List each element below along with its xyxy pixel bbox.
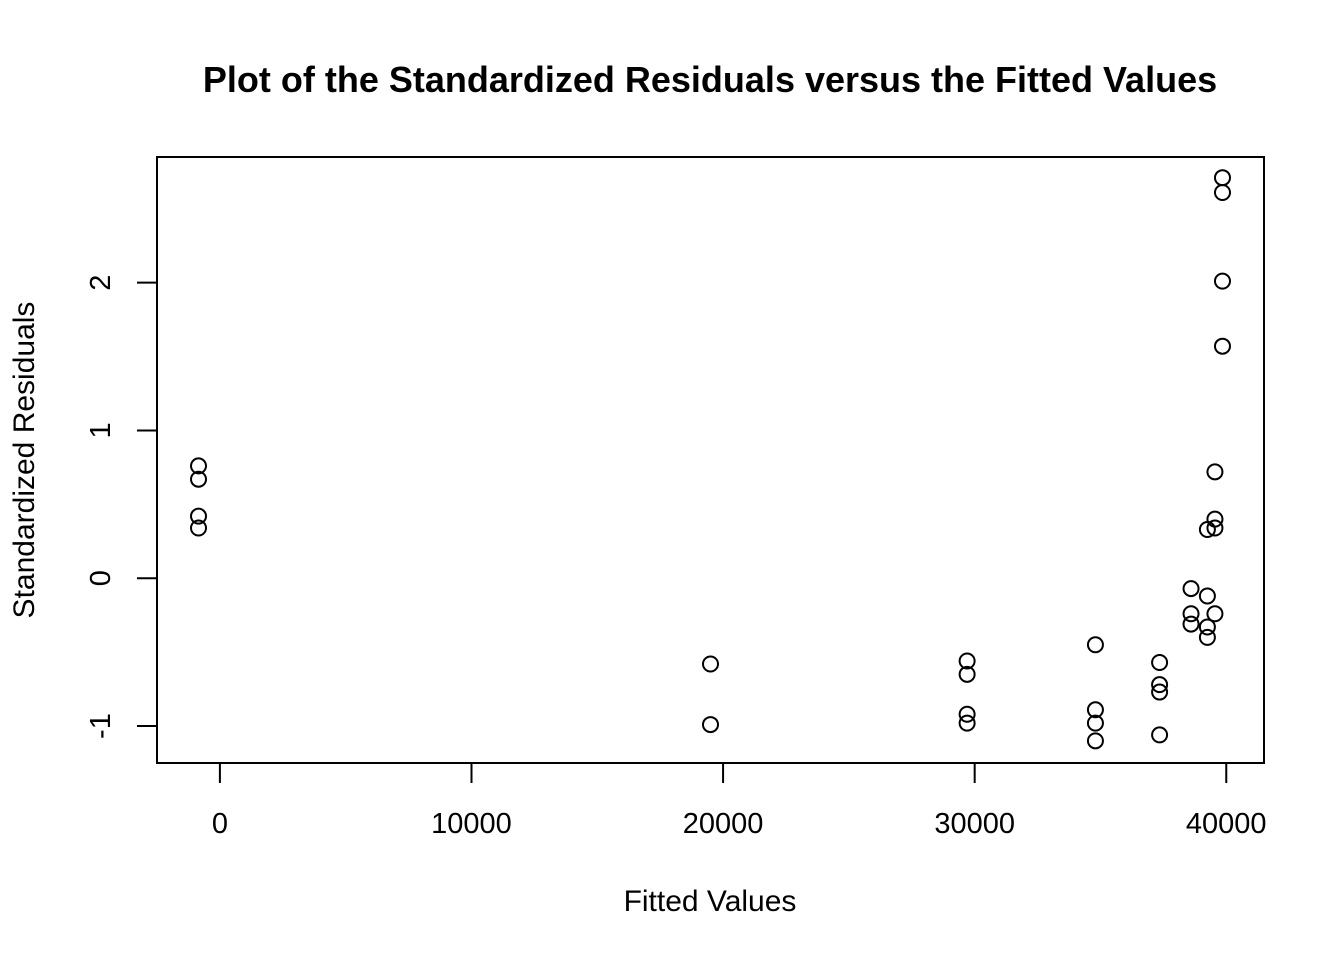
y-tick-label: -1 [85, 713, 117, 739]
chart-title: Plot of the Standardized Residuals versu… [203, 59, 1217, 100]
data-point [958, 665, 976, 683]
x-axis-label: Fitted Values [624, 885, 797, 918]
data-point [958, 705, 976, 723]
data-point [1182, 605, 1200, 623]
x-tick-label: 0 [212, 808, 228, 840]
data-point [702, 655, 719, 673]
x-tick-label: 20000 [683, 808, 764, 840]
data-point [1198, 628, 1216, 646]
data-point [190, 519, 208, 537]
data-point [1086, 732, 1104, 750]
x-axis: 0 10000 20000 30000 40000 [212, 762, 1267, 840]
data-point [190, 470, 208, 488]
data-point [190, 507, 208, 525]
y-tick-label: 2 [85, 275, 117, 291]
data-point [958, 652, 976, 670]
x-tick-label: 10000 [431, 808, 512, 840]
data-point [1213, 337, 1231, 355]
data-point [958, 714, 976, 732]
data-points [190, 169, 1231, 750]
data-point [1206, 605, 1224, 623]
data-point [1086, 714, 1104, 732]
data-point [1182, 615, 1200, 633]
data-point [1206, 463, 1224, 481]
data-point [1086, 701, 1104, 719]
y-tick-label: 1 [85, 422, 117, 438]
y-axis-label: Standardized Residuals [8, 302, 41, 619]
x-tick-label: 40000 [1186, 808, 1267, 840]
data-point [702, 716, 719, 734]
data-point [1086, 636, 1104, 654]
data-point [1206, 510, 1224, 528]
data-point [1198, 587, 1216, 605]
data-point [1151, 653, 1169, 671]
data-point [190, 457, 208, 475]
data-point [1213, 183, 1231, 201]
x-tick-label: 30000 [934, 808, 1015, 840]
data-point [1182, 580, 1200, 598]
y-axis: -1 0 1 2 [85, 275, 158, 739]
data-point [1151, 726, 1169, 744]
data-point [1206, 519, 1224, 537]
data-point [1198, 618, 1216, 636]
data-point [1151, 683, 1169, 701]
y-tick-label: 0 [85, 570, 117, 586]
data-point [1151, 676, 1169, 694]
data-point [1213, 169, 1231, 187]
data-point [1213, 272, 1231, 290]
